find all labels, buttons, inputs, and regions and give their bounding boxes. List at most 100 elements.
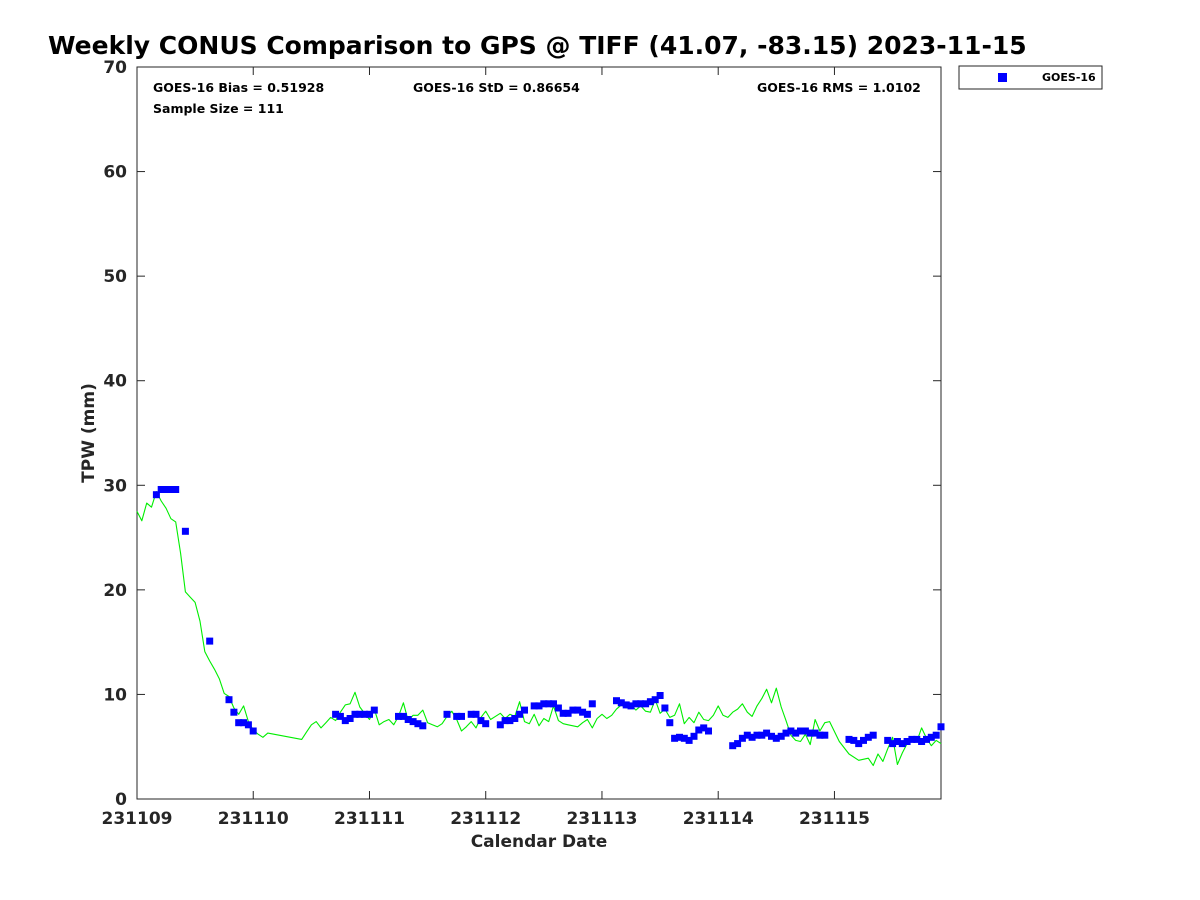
goes16-data-point bbox=[811, 729, 819, 737]
goes16-data-point bbox=[530, 702, 538, 710]
goes16-data-point bbox=[409, 718, 417, 726]
goes16-data-point bbox=[588, 700, 596, 708]
x-tick-label: 231115 bbox=[799, 809, 870, 829]
goes16-data-point bbox=[172, 486, 180, 493]
goes16-data-point bbox=[932, 731, 940, 739]
goes16-data-point bbox=[395, 712, 402, 720]
legend: GOES-16 bbox=[958, 65, 1103, 90]
goes16-data-point bbox=[700, 724, 708, 732]
goes16-data-point bbox=[676, 733, 683, 741]
goes16-data-point bbox=[632, 700, 640, 708]
goes16-data-point bbox=[918, 738, 926, 745]
goes16-data-point bbox=[458, 712, 465, 720]
goes16-data-point bbox=[797, 727, 804, 735]
x-tick-label: 231110 bbox=[218, 809, 289, 829]
goes16-data-point bbox=[893, 738, 901, 745]
legend-box bbox=[958, 65, 1103, 90]
y-tick-label: 60 bbox=[103, 163, 127, 183]
goes16-data-point bbox=[734, 740, 742, 748]
goes16-data-point bbox=[351, 710, 359, 718]
goes16-data-point bbox=[864, 733, 872, 741]
goes16-data-point bbox=[758, 731, 766, 739]
goes16-marker-series bbox=[152, 486, 945, 750]
plot-area bbox=[136, 66, 942, 800]
y-axis-label: TPW (mm) bbox=[79, 383, 99, 483]
goes16-data-point bbox=[443, 710, 451, 718]
goes16-data-point bbox=[240, 719, 248, 727]
x-tick-label: 231109 bbox=[102, 809, 173, 829]
goes16-data-point bbox=[225, 696, 233, 704]
gps-line-series bbox=[136, 491, 942, 767]
stat-rms: GOES-16 RMS = 1.0102 bbox=[757, 80, 921, 95]
stat-bias: GOES-16 Bias = 0.51928 bbox=[153, 80, 324, 95]
y-axis-ticks: 0 10 20 30 40 50 60 70 bbox=[103, 58, 941, 810]
goes16-data-point bbox=[806, 729, 814, 737]
y-tick-label: 0 bbox=[115, 790, 127, 810]
goes16-data-point bbox=[772, 734, 780, 742]
goes16-data-point bbox=[516, 710, 524, 718]
goes16-data-point bbox=[244, 721, 252, 729]
goes16-data-point bbox=[152, 491, 160, 499]
goes16-data-point bbox=[545, 700, 553, 708]
goes16-data-point bbox=[414, 720, 422, 728]
goes16-data-point bbox=[666, 719, 674, 727]
goes16-data-point bbox=[521, 706, 528, 714]
legend-label-goes16: GOES-16 bbox=[1042, 71, 1096, 84]
goes16-data-point bbox=[753, 731, 761, 739]
goes16-data-point bbox=[472, 710, 480, 718]
y-tick-label: 40 bbox=[103, 372, 127, 392]
goes16-data-point bbox=[535, 702, 543, 710]
goes16-data-point bbox=[855, 740, 863, 748]
goes16-data-point bbox=[729, 742, 737, 750]
goes16-data-point bbox=[477, 717, 485, 725]
goes16-data-point bbox=[554, 704, 562, 712]
goes16-data-point bbox=[167, 486, 175, 493]
y-tick-label: 10 bbox=[103, 685, 127, 705]
goes16-data-point bbox=[792, 729, 800, 737]
goes16-data-point bbox=[617, 699, 625, 707]
goes16-data-point bbox=[579, 708, 587, 716]
y-tick-label: 20 bbox=[103, 581, 127, 601]
goes16-data-point bbox=[181, 527, 189, 535]
goes16-data-point bbox=[627, 702, 635, 710]
x-tick-label: 231113 bbox=[566, 809, 637, 829]
x-tick-label: 231111 bbox=[334, 809, 405, 829]
goes16-data-point bbox=[884, 736, 892, 744]
goes16-data-point bbox=[467, 710, 475, 718]
y-tick-label: 70 bbox=[103, 58, 127, 78]
goes16-data-point bbox=[777, 732, 785, 740]
goes16-data-point bbox=[860, 736, 867, 744]
goes16-data-point bbox=[622, 701, 630, 709]
goes16-data-point bbox=[235, 719, 243, 727]
axes-box bbox=[136, 66, 942, 800]
goes16-data-point bbox=[249, 727, 257, 735]
goes16-data-point bbox=[903, 738, 911, 745]
goes16-data-point bbox=[850, 736, 858, 744]
goes16-data-point bbox=[923, 735, 930, 743]
x-axis-label: Calendar Date bbox=[471, 832, 608, 852]
goes16-data-point bbox=[157, 486, 165, 493]
goes16-data-point bbox=[583, 710, 591, 718]
goes16-data-point bbox=[574, 706, 582, 714]
goes16-data-point bbox=[361, 710, 369, 718]
goes16-data-point bbox=[336, 712, 344, 720]
goes16-data-point bbox=[637, 700, 645, 708]
goes16-data-point bbox=[685, 736, 693, 744]
goes16-data-point bbox=[370, 706, 378, 714]
legend-marker-goes16 bbox=[998, 73, 1007, 82]
goes16-data-point bbox=[642, 700, 650, 708]
goes16-data-point bbox=[506, 717, 514, 725]
goes16-data-point bbox=[399, 712, 407, 720]
goes16-data-point bbox=[898, 740, 906, 748]
goes16-data-point bbox=[482, 720, 490, 728]
goes16-data-point bbox=[816, 731, 824, 739]
goes16-data-point bbox=[768, 732, 775, 740]
goes16-data-point bbox=[419, 722, 427, 730]
goes16-data-point bbox=[690, 732, 698, 740]
goes16-data-point bbox=[511, 715, 519, 722]
y-tick-label: 50 bbox=[103, 267, 127, 287]
goes16-data-point bbox=[346, 715, 354, 722]
goes16-data-point bbox=[341, 717, 349, 725]
x-tick-label: 231112 bbox=[450, 809, 521, 829]
